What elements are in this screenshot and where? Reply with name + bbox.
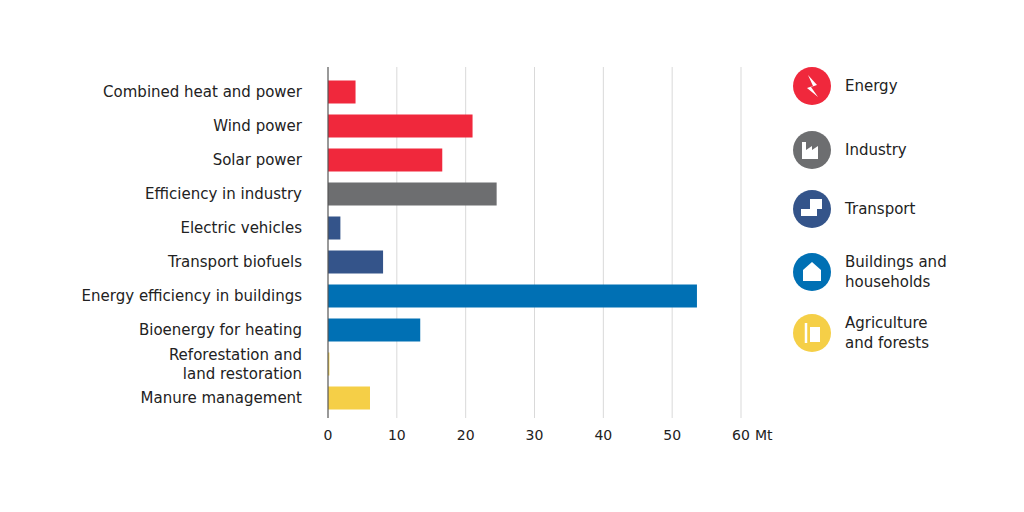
icon-shape [801,209,817,216]
category-label-line: Combined heat and power [103,83,303,101]
axis-line [327,67,328,418]
legend-icon [793,314,831,352]
bar [328,149,442,172]
legend-icon [793,67,831,105]
category-label: Solar power [213,151,303,169]
category-label-line: Energy efficiency in buildings [82,287,303,305]
legend-icon [793,190,831,228]
category-label: Electric vehicles [180,219,302,237]
bar [328,81,356,104]
category-label-line: Manure management [141,389,303,407]
legend-icon [793,253,831,291]
axis-label: Mt [755,427,773,443]
category-label: Efficiency in industry [145,185,302,203]
legend-label: Transport [844,200,916,218]
bar [328,183,497,206]
grid-line [534,67,535,418]
bar [328,217,340,240]
tick-label: 20 [457,427,475,443]
category-label-line: Transport biofuels [167,253,302,271]
legend-item: Energy [793,67,898,105]
tick-label: 0 [324,427,333,443]
category-label-line: Reforestation and [169,346,302,364]
tick-label: 50 [663,427,681,443]
icon-shape [810,199,822,209]
bar [328,251,383,274]
grid-line [603,67,604,418]
grid-line [741,67,742,418]
category-label: Wind power [213,117,303,135]
category-label-line: land restoration [183,365,302,383]
bars [328,81,697,410]
icon-shape [803,262,821,281]
icon-shape [810,327,820,342]
legend-label: Energy [845,77,898,95]
legend-label-line: Energy [845,77,898,95]
tick-label: 40 [594,427,612,443]
legend-item: Agriculture and forests [793,314,929,352]
category-label: Bioenergy for heating [139,321,302,339]
legend-item: Transport [793,190,916,228]
legend-label: Buildings and households [845,253,947,291]
tick-label: 30 [526,427,544,443]
legend-label-line: households [845,273,931,291]
tick-label: 10 [388,427,406,443]
legend-item: Industry [793,131,907,169]
category-label: Combined heat and power [103,83,303,101]
tick-label: 60 [732,427,750,443]
grid-line [672,67,673,418]
category-label-line: Efficiency in industry [145,185,302,203]
legend: Energy Industry Transport Buildings and hous… [793,67,947,352]
legend-label: Industry [845,141,907,159]
category-label-line: Solar power [213,151,303,169]
legend-icon [793,131,831,169]
category-label-line: Wind power [213,117,303,135]
legend-item: Buildings and households [793,253,947,291]
legend-label-line: Industry [845,141,907,159]
category-label: Transport biofuels [167,253,302,271]
bar [328,387,370,410]
icon-shape [805,323,808,343]
bar [328,319,420,342]
icon-shape [802,142,818,159]
bar [328,285,697,308]
chart: 0 10 20 30 40 50 60 Mt Combined heat and power Wi… [0,0,1024,512]
category-label-line: Electric vehicles [180,219,302,237]
category-label-line: Bioenergy for heating [139,321,302,339]
legend-label-line: and forests [845,334,929,352]
legend-label-line: Buildings and [845,253,947,271]
category-label: Energy efficiency in buildings [82,287,303,305]
bar [328,115,473,138]
legend-label: Agriculture and forests [845,314,929,352]
legend-label-line: Transport [844,200,916,218]
icon-shape [807,75,818,97]
legend-label-line: Agriculture [845,314,928,332]
category-label: Reforestation andland restoration [169,346,302,383]
category-label: Manure management [141,389,303,407]
